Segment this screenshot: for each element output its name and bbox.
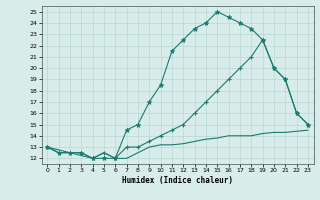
X-axis label: Humidex (Indice chaleur): Humidex (Indice chaleur) xyxy=(122,176,233,185)
